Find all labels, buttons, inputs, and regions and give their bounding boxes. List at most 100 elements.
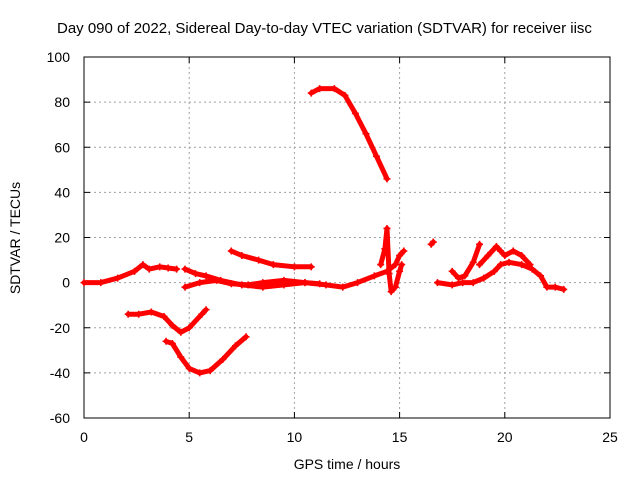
x-tick-label: 5 — [185, 429, 193, 445]
data-point — [396, 252, 404, 260]
data-point — [301, 279, 309, 287]
y-tick-label: 40 — [54, 184, 70, 200]
data-point — [196, 369, 204, 377]
data-point — [383, 224, 391, 232]
data-point — [459, 279, 467, 287]
data-point — [206, 367, 214, 375]
data-point — [518, 252, 526, 260]
data-point — [147, 308, 155, 316]
data-point — [80, 279, 88, 287]
data-point — [476, 261, 484, 269]
data-point — [217, 276, 225, 284]
data-point — [219, 355, 227, 363]
data-point — [429, 238, 437, 246]
data-point — [181, 283, 189, 291]
data-point — [269, 261, 277, 269]
data-point — [316, 85, 324, 93]
data-point — [385, 270, 393, 278]
data-point — [242, 333, 250, 341]
data-point — [505, 258, 513, 266]
data-point — [339, 283, 347, 291]
data-point — [497, 261, 505, 269]
data-point — [497, 247, 505, 255]
data-point — [97, 279, 105, 287]
data-point — [307, 89, 315, 97]
data-point — [354, 279, 362, 287]
data-series — [80, 85, 568, 377]
data-point — [227, 247, 235, 255]
y-axis-label: SDTVAR / TECUs — [7, 182, 23, 294]
data-point — [124, 310, 132, 318]
data-point — [509, 247, 517, 255]
data-point — [518, 261, 526, 269]
data-point — [341, 91, 349, 99]
data-point — [280, 281, 288, 289]
data-point — [476, 240, 484, 248]
data-point — [330, 85, 338, 93]
data-point — [181, 265, 189, 273]
series-arc-11 — [449, 241, 483, 281]
data-point — [391, 283, 399, 291]
data-point — [391, 261, 399, 269]
series-arc-3 — [163, 334, 249, 376]
grid — [84, 57, 610, 418]
data-point — [238, 252, 246, 260]
data-point — [448, 281, 456, 289]
chart-title: Day 090 of 2022, Sidereal Day-to-day VTE… — [57, 20, 592, 37]
data-point — [164, 264, 172, 272]
data-point — [370, 272, 378, 280]
data-point — [551, 283, 559, 291]
data-point — [114, 274, 122, 282]
data-point — [387, 288, 395, 296]
data-point — [490, 267, 498, 275]
data-point — [255, 256, 263, 264]
data-point — [196, 279, 204, 287]
y-tick-label: 100 — [47, 49, 71, 65]
data-point — [448, 267, 456, 275]
data-point — [528, 265, 536, 273]
data-point — [168, 321, 176, 329]
y-tick-label: -20 — [50, 320, 70, 336]
data-point — [145, 265, 153, 273]
data-point — [400, 247, 408, 255]
data-point — [185, 364, 193, 372]
data-point — [156, 263, 164, 271]
data-point — [259, 283, 267, 291]
data-point — [396, 267, 404, 275]
data-point — [492, 243, 500, 251]
x-tick-label: 25 — [602, 429, 618, 445]
data-point — [307, 263, 315, 271]
data-point — [362, 130, 370, 138]
data-point — [177, 353, 185, 361]
data-point — [433, 279, 441, 287]
y-tick-label: -40 — [50, 365, 70, 381]
data-point — [469, 279, 477, 287]
data-point — [168, 340, 176, 348]
data-point — [135, 310, 143, 318]
data-point — [322, 281, 330, 289]
data-point — [192, 270, 200, 278]
data-point — [537, 272, 545, 280]
data-point — [469, 258, 477, 266]
axis-ticks: 0 5 10 15 20 25 -60 -40 -20 0 20 40 60 80 100 — [47, 49, 618, 445]
x-axis-label: GPS time / hours — [294, 456, 401, 472]
data-point — [202, 272, 210, 280]
y-tick-label: 0 — [62, 275, 70, 291]
data-point — [455, 274, 463, 282]
data-point — [185, 324, 193, 332]
data-point — [198, 310, 206, 318]
data-point — [461, 272, 469, 280]
data-point — [162, 337, 170, 345]
data-point — [398, 261, 406, 269]
data-point — [501, 252, 509, 260]
data-point — [238, 281, 246, 289]
y-tick-label: 20 — [54, 230, 70, 246]
data-point — [160, 312, 168, 320]
data-point — [139, 261, 147, 269]
x-tick-label: 20 — [497, 429, 513, 445]
plot-frame — [83, 56, 611, 419]
data-point — [543, 283, 551, 291]
data-point — [316, 280, 324, 288]
data-point — [130, 267, 138, 275]
